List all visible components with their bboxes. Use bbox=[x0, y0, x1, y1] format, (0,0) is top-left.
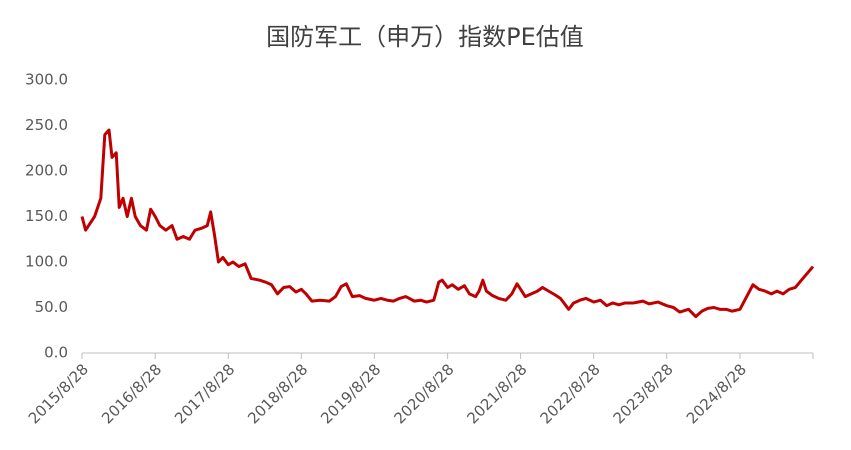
x-tick-label: 2021/8/28 bbox=[464, 360, 531, 427]
x-tick-label: 2023/8/28 bbox=[610, 360, 677, 427]
y-tick-label: 50.0 bbox=[35, 298, 68, 316]
data-line bbox=[80, 128, 815, 319]
x-tick-label: 2017/8/28 bbox=[171, 360, 238, 427]
chart-title: 国防军工（申万）指数PE估值 bbox=[266, 23, 584, 51]
y-tick-label: 300.0 bbox=[25, 71, 68, 89]
y-tick-label: 100.0 bbox=[25, 253, 68, 271]
y-tick-label: 250.0 bbox=[25, 116, 68, 134]
x-tick-label: 2020/8/28 bbox=[390, 360, 457, 427]
y-tick-label: 0.0 bbox=[44, 344, 68, 362]
x-tick-label: 2022/8/28 bbox=[537, 360, 604, 427]
x-tick-label: 2016/8/28 bbox=[98, 360, 165, 427]
x-tick-label: 2019/8/28 bbox=[317, 360, 384, 427]
x-tick-label: 2024/8/28 bbox=[683, 360, 750, 427]
y-tick-label: 200.0 bbox=[25, 162, 68, 180]
y-tick-label: 150.0 bbox=[25, 207, 68, 225]
x-tick-label: 2018/8/28 bbox=[244, 360, 311, 427]
x-tick-label: 2015/8/28 bbox=[25, 360, 92, 427]
